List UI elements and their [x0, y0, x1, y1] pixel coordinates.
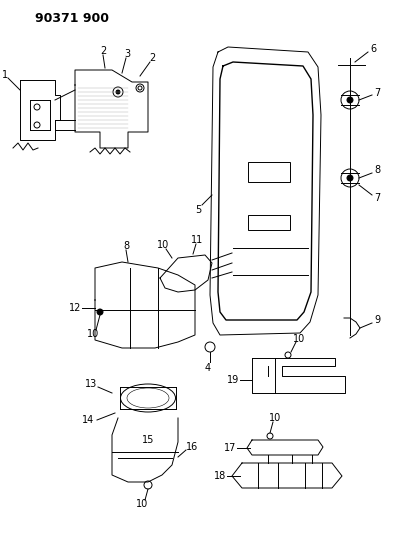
Text: 8: 8 [374, 165, 380, 175]
Text: 3: 3 [124, 49, 130, 59]
Circle shape [97, 309, 103, 315]
Text: 5: 5 [195, 205, 201, 215]
Circle shape [116, 90, 120, 94]
Bar [248, 162, 290, 182]
Text: 6: 6 [370, 44, 376, 54]
Text: 14: 14 [82, 415, 94, 425]
Text: 15: 15 [142, 435, 154, 445]
Text: 4: 4 [205, 363, 211, 373]
Text: 2: 2 [100, 46, 106, 56]
Text: 12: 12 [69, 303, 81, 313]
Text: 11: 11 [191, 235, 203, 245]
Text: 10: 10 [269, 413, 281, 423]
Text: 10: 10 [87, 329, 99, 339]
Circle shape [347, 175, 353, 181]
Text: 19: 19 [227, 375, 239, 385]
Text: 7: 7 [374, 193, 380, 203]
Text: 10: 10 [136, 499, 148, 509]
Text: 1: 1 [2, 70, 8, 80]
Circle shape [347, 97, 353, 103]
Text: 90371 900: 90371 900 [35, 12, 109, 25]
Text: 18: 18 [214, 471, 226, 481]
Bar [248, 215, 290, 230]
Text: 9: 9 [374, 315, 380, 325]
Text: 8: 8 [123, 241, 129, 251]
Text: 2: 2 [149, 53, 155, 63]
Text: 7: 7 [374, 88, 380, 98]
Text: 16: 16 [186, 442, 198, 452]
Text: 10: 10 [157, 240, 169, 250]
Text: 10: 10 [293, 334, 305, 344]
Text: 13: 13 [85, 379, 97, 389]
Text: 17: 17 [224, 443, 236, 453]
